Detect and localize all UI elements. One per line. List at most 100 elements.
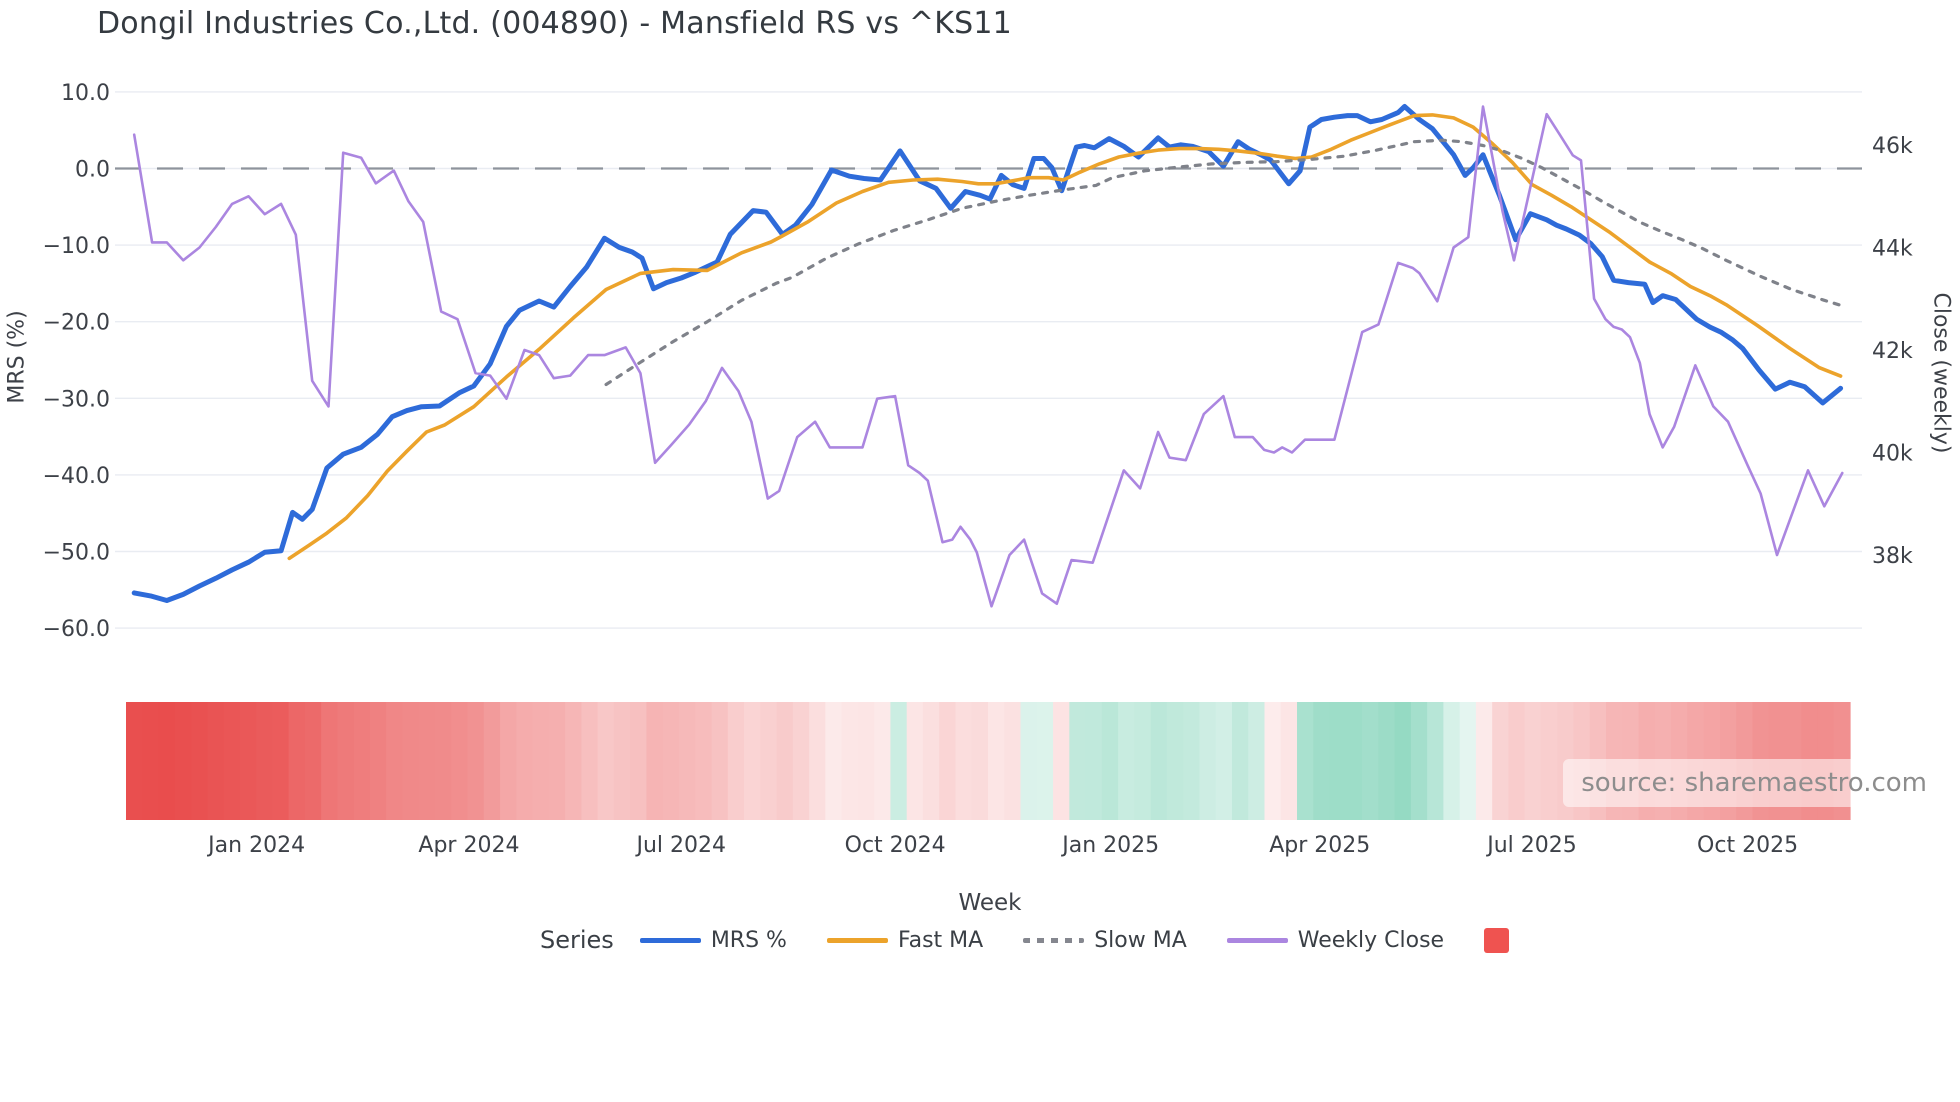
legend-item-label: Fast MA [897, 927, 984, 953]
heatmap-cell [1020, 702, 1038, 820]
heatmap-cell [223, 702, 241, 820]
legend-item-weekly-close[interactable]: Weekly Close [1226, 927, 1445, 953]
series-line-fast-ma [287, 113, 1843, 561]
heatmap-cell [760, 702, 778, 820]
y-left-tick-label: −10.0 [43, 234, 110, 259]
heatmap-cell [369, 702, 387, 820]
y-left-tick-label: −20.0 [43, 311, 110, 336]
y-left-tick-label: −60.0 [43, 617, 110, 642]
heatmap-cell [1248, 702, 1266, 820]
heatmap-cell [272, 702, 290, 820]
heatmap-cell [337, 702, 355, 820]
series-line-mrs- [131, 104, 1844, 603]
heatmap-cell [451, 702, 469, 820]
heatmap-cell [142, 702, 160, 820]
x-tick-label: Jul 2024 [634, 833, 726, 858]
heatmap-cell [1492, 702, 1510, 820]
heatmap-cell [792, 702, 810, 820]
heatmap-cell [890, 702, 908, 820]
chart-legend: Series MRS % Fast MA Slow MA Weekly Clos… [540, 922, 1549, 958]
y-right-tick-label: 38k [1872, 544, 1913, 569]
y-right-tick-label: 44k [1872, 237, 1913, 262]
heatmap-cell [1069, 702, 1087, 820]
heatmap-cell [1540, 702, 1558, 820]
heatmap-cell [841, 702, 859, 820]
heatmap-cell [939, 702, 957, 820]
heatmap-cell [565, 702, 582, 820]
heat-strip-swatch [1484, 927, 1510, 953]
heatmap-cell [1459, 702, 1477, 820]
legend-item-heat-strip[interactable] [1484, 927, 1510, 953]
x-tick-label: Apr 2024 [418, 833, 519, 858]
x-axis-title: Week [958, 890, 1022, 916]
heatmap-cell [1150, 702, 1168, 820]
legend-item-label: Weekly Close [1297, 927, 1445, 953]
heatmap-cell [1313, 702, 1331, 820]
heatmap-cell [402, 702, 420, 820]
heatmap-cell [695, 702, 713, 820]
heatmap-cell [126, 702, 143, 820]
heatmap-cell [158, 702, 176, 820]
heatmap-cell [922, 702, 940, 820]
heatmap-cell [825, 702, 843, 820]
legend-item-fast-ma[interactable]: Fast MA [826, 927, 984, 953]
heatmap-cell [1508, 702, 1526, 820]
legend-item-slow-ma[interactable]: Slow MA [1023, 928, 1187, 953]
heatmap-cell [874, 702, 892, 820]
heatmap-cell [1231, 702, 1249, 820]
heatmap-cell [776, 702, 794, 820]
heatmap-cell [971, 702, 989, 820]
weekly-close-line-swatch [1226, 937, 1288, 943]
heatmap-cell [1443, 702, 1461, 820]
heatmap-strip [126, 702, 1851, 820]
heatmap-cell [1053, 702, 1070, 820]
legend-item-mrs[interactable]: MRS % [639, 928, 787, 953]
heatmap-cell [1394, 702, 1412, 820]
heatmap-cell [662, 702, 680, 820]
heatmap-cell [646, 702, 664, 820]
heatmap-cell [516, 702, 534, 820]
y-left-tick-label: −50.0 [43, 541, 110, 566]
heatmap-cell [1085, 702, 1103, 820]
heatmap-cell [1345, 702, 1363, 820]
heatmap-cell [906, 702, 924, 820]
x-tick-label: Oct 2025 [1697, 833, 1798, 858]
heatmap-cell [597, 702, 615, 820]
heatmap-cell [1378, 702, 1396, 820]
mrs-line-swatch [639, 937, 701, 943]
heatmap-cell [532, 702, 550, 820]
heatmap-cell [988, 702, 1005, 820]
heatmap-cell [581, 702, 599, 820]
heatmap-cell [1280, 702, 1298, 820]
fast-ma-line-swatch [826, 937, 888, 943]
heatmap-cell [1264, 702, 1282, 820]
heatmap-cell [955, 702, 973, 820]
y-left-tick-label: −30.0 [43, 387, 110, 412]
heatmap-cell [630, 702, 648, 820]
heatmap-cell [1166, 702, 1184, 820]
heatmap-cell [613, 702, 631, 820]
heatmap-cell [727, 702, 745, 820]
heatmap-cell [548, 702, 566, 820]
y-right-tick-label: 42k [1872, 339, 1913, 364]
heatmap-cell [857, 702, 875, 820]
heatmap-cell [1004, 702, 1022, 820]
heatmap-cell [1199, 702, 1217, 820]
heatmap-cell [1297, 702, 1314, 820]
x-tick-label: Oct 2024 [845, 833, 946, 858]
heatmap-cell [207, 702, 225, 820]
heatmap-cell [678, 702, 696, 820]
heatmap-cell [1101, 702, 1119, 820]
series-line-weekly-close [132, 105, 1844, 608]
heatmap-cell [1183, 702, 1201, 820]
heatmap-cell [744, 702, 761, 820]
y-right-tick-label: 46k [1872, 134, 1913, 159]
heatmap-cell [418, 702, 436, 820]
heatmap-cell [1215, 702, 1233, 820]
heatmap-cell [288, 702, 306, 820]
heatmap-cell [304, 702, 322, 820]
heatmap-cell [1475, 702, 1493, 820]
heatmap-cell [1118, 702, 1135, 820]
page-title: Dongil Industries Co.,Ltd. (004890) - Ma… [97, 6, 1012, 41]
